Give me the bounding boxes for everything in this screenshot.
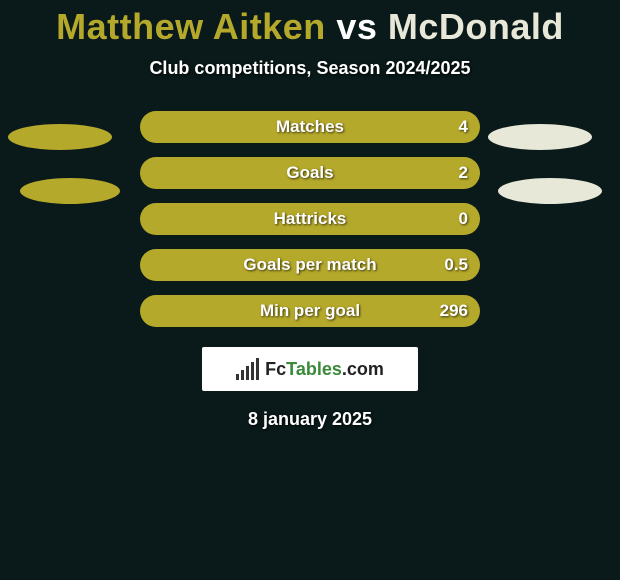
decorative-oval bbox=[20, 178, 120, 204]
stat-bar-value: 0 bbox=[459, 209, 468, 229]
logo-text: FcTables.com bbox=[265, 359, 384, 380]
stat-bar: Matches 4 bbox=[140, 111, 480, 143]
stat-bar-label: Hattricks bbox=[274, 209, 347, 229]
decorative-oval bbox=[488, 124, 592, 150]
player1-name: Matthew Aitken bbox=[56, 6, 326, 47]
chart-icon bbox=[236, 358, 259, 380]
vs-text: vs bbox=[336, 6, 377, 47]
stat-bar-value: 296 bbox=[440, 301, 468, 321]
stat-bar-label: Goals bbox=[286, 163, 333, 183]
logo-prefix: Fc bbox=[265, 359, 286, 379]
stat-bar-value: 2 bbox=[459, 163, 468, 183]
stat-bar-value: 4 bbox=[459, 117, 468, 137]
decorative-oval bbox=[8, 124, 112, 150]
player2-name: McDonald bbox=[388, 6, 564, 47]
comparison-widget: Matthew Aitken vs McDonald Club competit… bbox=[0, 0, 620, 580]
decorative-oval bbox=[498, 178, 602, 204]
stat-bar: Hattricks 0 bbox=[140, 203, 480, 235]
date-text: 8 january 2025 bbox=[0, 409, 620, 430]
subtitle: Club competitions, Season 2024/2025 bbox=[0, 58, 620, 79]
logo-suffix: .com bbox=[342, 359, 384, 379]
stat-bar: Goals per match 0.5 bbox=[140, 249, 480, 281]
stat-bar-label: Matches bbox=[276, 117, 344, 137]
stat-bar-label: Goals per match bbox=[243, 255, 376, 275]
fctables-logo: FcTables.com bbox=[202, 347, 418, 391]
logo-main: Tables bbox=[286, 359, 342, 379]
stat-bar-label: Min per goal bbox=[260, 301, 360, 321]
stat-bar: Min per goal 296 bbox=[140, 295, 480, 327]
page-title: Matthew Aitken vs McDonald bbox=[0, 0, 620, 48]
stat-bar-value: 0.5 bbox=[444, 255, 468, 275]
stat-bar: Goals 2 bbox=[140, 157, 480, 189]
